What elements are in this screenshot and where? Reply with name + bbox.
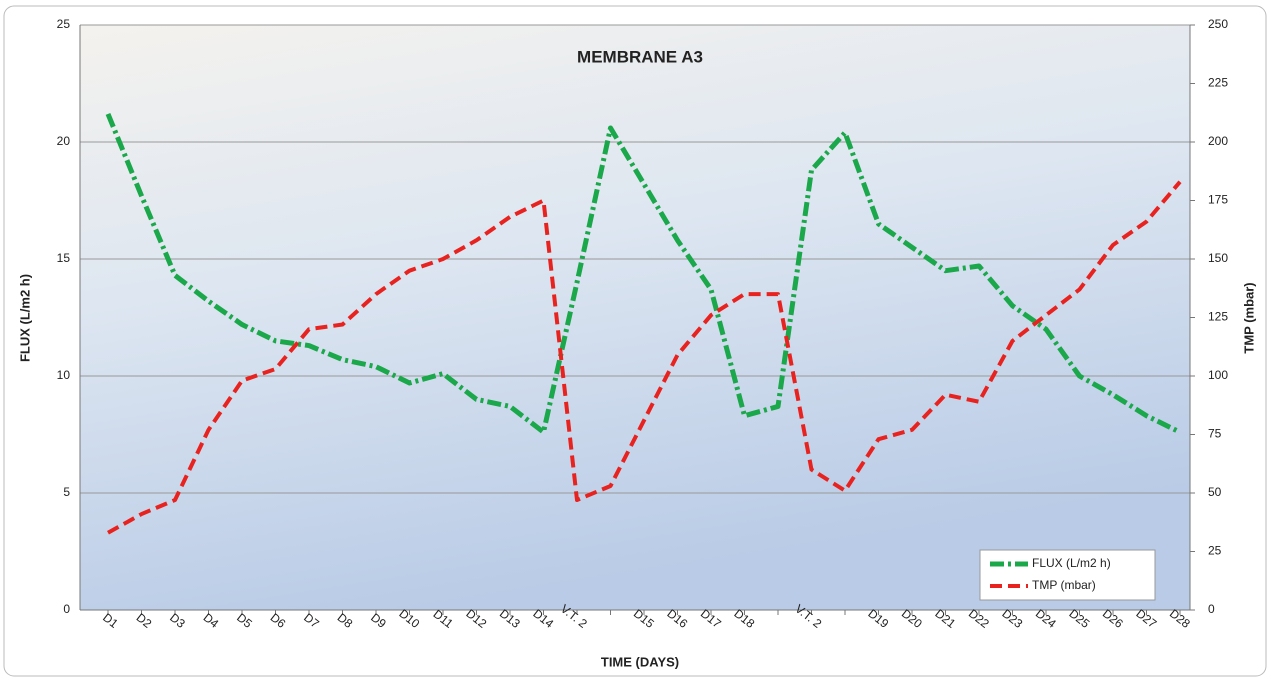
x-axis-title: TIME (DAYS) — [601, 654, 679, 669]
y2-tick-label: 175 — [1208, 193, 1228, 207]
y-tick-label: 0 — [63, 602, 70, 616]
y2-tick-label: 25 — [1208, 544, 1222, 558]
y2-tick-label: 75 — [1208, 427, 1222, 441]
page: {"chart_data": {"type": "line", "title":… — [0, 0, 1272, 680]
y-tick-label: 10 — [57, 368, 71, 382]
y-axis-title: FLUX (L/m2 h) — [17, 274, 32, 362]
y2-axis-title: TMP (mbar) — [1241, 282, 1256, 353]
y2-tick-label: 50 — [1208, 485, 1222, 499]
legend-label: FLUX (L/m2 h) — [1032, 556, 1111, 570]
y-tick-label: 25 — [57, 17, 71, 31]
legend-label: TMP (mbar) — [1032, 578, 1096, 592]
chart: MEMBRANE A3 TIME (DAYS) FLUX (L/m2 h) TM… — [0, 0, 1272, 680]
y-tick-label: 5 — [63, 485, 70, 499]
y2-tick-label: 100 — [1208, 368, 1228, 382]
y-tick-label: 20 — [57, 134, 71, 148]
y2-tick-label: 250 — [1208, 17, 1228, 31]
plot-background — [80, 25, 1190, 610]
y2-tick-label: 0 — [1208, 602, 1215, 616]
y2-tick-label: 225 — [1208, 76, 1228, 90]
y-tick-label: 15 — [57, 251, 71, 265]
y2-tick-label: 200 — [1208, 134, 1228, 148]
y2-tick-label: 125 — [1208, 310, 1228, 324]
y2-tick-label: 150 — [1208, 251, 1228, 265]
chart-title: MEMBRANE A3 — [577, 47, 703, 66]
